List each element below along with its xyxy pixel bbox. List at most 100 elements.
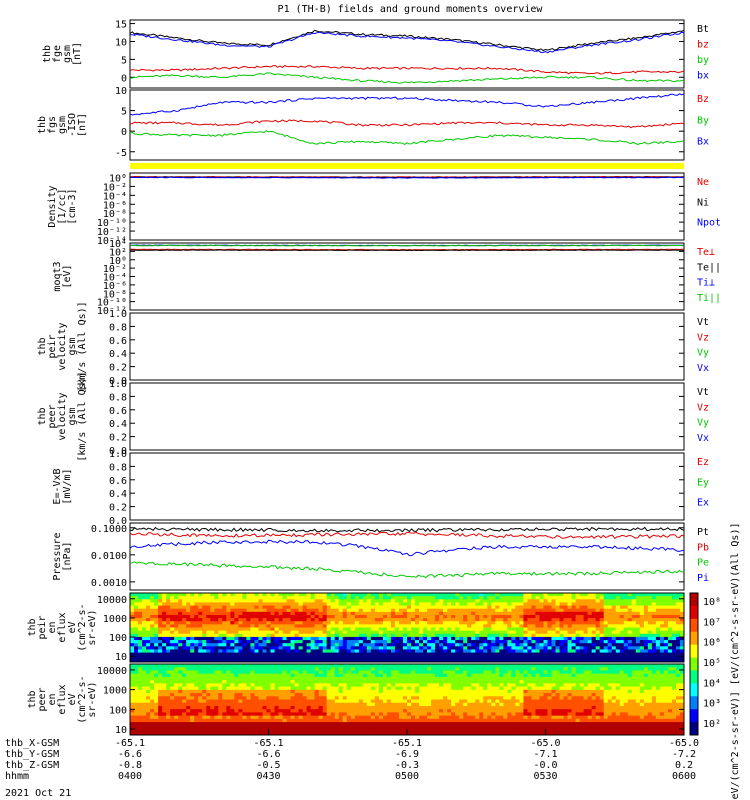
colorbar-tick: 10³ [703, 699, 721, 710]
legend-By: By [697, 115, 709, 126]
colorbar-tick: 10⁷ [703, 617, 721, 628]
legend-Vx: Vx [697, 433, 709, 444]
panel-5: 1.0 0.8 0.6 0.4 0.2 0.0 thb peir velocity gsm [km/… [37, 301, 709, 391]
legend-Te⊥: Te⊥ [697, 247, 715, 258]
y-tick-label: 10⁻¹⁴ [97, 236, 127, 247]
legend-Ne: Ne [697, 177, 709, 188]
x-row-value: 0600 [672, 771, 696, 782]
y-tick-label: 10⁻⁴ [103, 191, 127, 202]
y-tick-label: 5 [121, 107, 127, 118]
y-tick-label: 0.0100 [91, 551, 127, 562]
y-axis-label: peir [37, 615, 48, 639]
legend-Ti||: Ti|| [697, 293, 721, 304]
y-tick-label: 10⁻¹⁰ [97, 298, 127, 309]
y-tick-label: 0.1000 [91, 524, 127, 535]
legend-Vt: Vt [697, 317, 709, 328]
y-tick-label: 10⁰ [109, 173, 127, 184]
legend-Pi: Pi [697, 573, 709, 584]
y-axis-label: sr-eV) [87, 681, 98, 717]
y-axis-label: [nT] [72, 42, 83, 66]
x-row-value: -0.8 [118, 760, 142, 771]
y-axis-label: eflux [57, 684, 68, 714]
y-axis-label: [eV] [62, 264, 73, 288]
y-tick-label: 10000 [97, 666, 127, 677]
legend-Bx: Bx [697, 137, 709, 148]
y-tick-label: 10⁻² [103, 264, 127, 275]
y-axis-label: thb [42, 45, 53, 63]
x-row-value: -65.0 [530, 738, 560, 749]
y-tick-label: 10⁰ [109, 256, 127, 267]
y-axis-label: en [47, 621, 58, 633]
x-row-value: -6.6 [256, 749, 280, 760]
legend-Vz: Vz [697, 402, 709, 413]
y-axis-label: thb [37, 407, 48, 425]
y-axis-label: gsm [67, 407, 78, 425]
y-axis-label: moqt3 [52, 261, 63, 291]
y-axis-label: velocity [57, 392, 68, 440]
y-axis-label: [1/cc] [57, 188, 68, 224]
panel-9: 10000 1000 100 10 thb peir en eflux eV (cm^2-s-sr… [27, 592, 685, 663]
y-tick-label: -5 [115, 148, 127, 159]
y-axis-label: [km/s (All Qs)] [77, 301, 88, 391]
x-row-value: 0400 [118, 771, 142, 782]
y-tick-label: 5 [121, 55, 127, 66]
y-tick-label: 10⁻⁸ [103, 289, 127, 300]
y-tick-label: 0.6 [109, 406, 127, 417]
x-row-value: -6.9 [395, 749, 419, 760]
y-axis-label: eV [67, 621, 78, 633]
x-row-value: -65.0 [669, 738, 699, 749]
legend-Ex: Ex [697, 498, 709, 509]
legend-Ti⊥: Ti⊥ [697, 278, 715, 289]
x-row-value: 0530 [533, 771, 557, 782]
y-tick-label: 0.8 [109, 322, 127, 333]
colorbar-tick: 10⁶ [703, 638, 721, 649]
y-axis-label: (cm^2-s- [77, 603, 88, 651]
x-row-label: thb_Y-GSM [5, 749, 59, 760]
y-tick-label: 1.0 [109, 449, 127, 460]
panel-1: 15 10 5 0 thb fge gsm [nT] Bt bz by bx [42, 19, 709, 89]
y-axis-label: eflux [57, 612, 68, 642]
series-line-Pi [129, 539, 685, 557]
y-axis-label: thb [27, 690, 38, 708]
spectrogram-1 [130, 593, 685, 663]
x-row-value: -0.5 [256, 760, 280, 771]
x-row-label: hhmm [5, 771, 29, 782]
y-axis-label: thb [37, 116, 48, 134]
y-tick-label: 0.6 [109, 476, 127, 487]
panel-frame [129, 312, 685, 381]
y-axis-label: [cm-3] [67, 188, 78, 224]
panel-frame [129, 89, 685, 161]
legend-Ni: Ni [697, 197, 709, 208]
panel-frame [129, 19, 685, 89]
y-tick-label: 10 [115, 725, 127, 736]
y-tick-label: 100 [109, 633, 127, 644]
y-axis-label: E=-VxB [52, 468, 63, 504]
spectrogram-2 [130, 664, 685, 736]
series-line-Pb [129, 531, 685, 540]
y-tick-label: 0.0 [109, 376, 127, 387]
y-tick-label: 0.8 [109, 392, 127, 403]
y-axis-label: (cm^2-s- [77, 675, 88, 723]
legend-Pb: Pb [697, 542, 709, 553]
x-row-value: -7.1 [533, 749, 557, 760]
y-tick-label: 10⁻¹² [97, 227, 127, 238]
series-line-Ti|| [129, 244, 685, 247]
series-line-By [129, 130, 685, 146]
panel-7: 1.0 0.8 0.6 0.4 0.2 0.0 E=-VxB [mV/m] Ez Ey Ex [52, 449, 709, 527]
y-axis-label: gsm [67, 337, 78, 355]
y-tick-label: 0.8 [109, 462, 127, 473]
x-row-value: -0.3 [395, 760, 419, 771]
series-line-bx [129, 31, 685, 54]
series-line-Te⊥ [129, 248, 684, 251]
series-line-Bx [129, 93, 685, 116]
legend-bz: bz [697, 40, 709, 51]
legend-Vy: Vy [697, 348, 709, 359]
colorbar [689, 592, 699, 736]
y-tick-label: 10⁻⁸ [103, 209, 127, 220]
legend-Vt: Vt [697, 387, 709, 398]
y-axis-label: en [47, 693, 58, 705]
y-tick-label: 10⁻² [103, 182, 127, 193]
y-tick-label: 0.0010 [91, 578, 127, 589]
